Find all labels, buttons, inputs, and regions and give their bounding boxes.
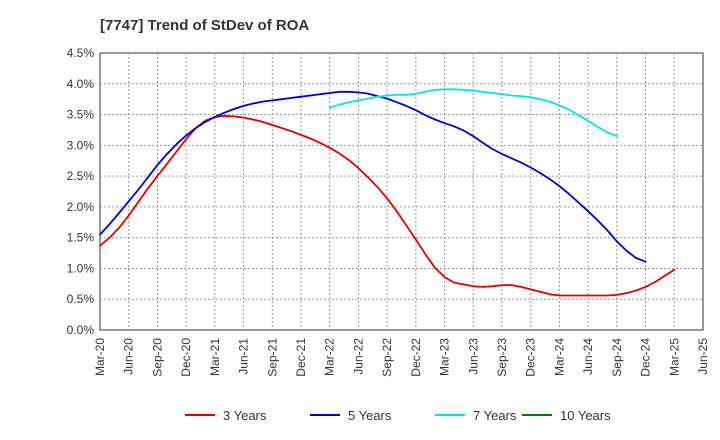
- y-tick-label: 0.5%: [67, 292, 95, 306]
- x-tick-label: Jun-24: [581, 338, 595, 375]
- chart-title: [7747] Trend of StDev of ROA: [100, 17, 309, 34]
- x-tick-label: Dec-21: [294, 338, 308, 377]
- x-tick-label: Jun-23: [466, 338, 480, 375]
- x-tick-label: Sep-24: [610, 338, 624, 377]
- y-tick-label: 1.5%: [67, 231, 95, 245]
- plot-frame: [99, 52, 704, 331]
- x-tick-label: Jun-25: [696, 338, 710, 375]
- x-tick-label: Mar-23: [438, 338, 452, 376]
- x-tick-label: Dec-22: [409, 338, 423, 377]
- x-tick-label: Sep-21: [265, 338, 279, 377]
- x-tick-label: Dec-24: [639, 338, 653, 377]
- x-tick-label: Jun-22: [351, 338, 365, 375]
- legend-label-3-years: 3 Years: [223, 408, 267, 423]
- series-line-7-years: [328, 88, 618, 138]
- series-line-5-years: [99, 90, 647, 263]
- x-tick-label: Mar-24: [552, 338, 566, 376]
- x-tick-label: Mar-21: [208, 338, 222, 376]
- y-tick-label: 3.0%: [67, 138, 95, 152]
- legend-label-10-years: 10 Years: [560, 408, 611, 423]
- x-tick-label: Dec-23: [524, 338, 538, 377]
- x-tick-label: Mar-25: [667, 338, 681, 376]
- y-tick-label: 2.5%: [67, 169, 95, 183]
- legend-label-7-years: 7 Years: [473, 408, 517, 423]
- y-tick-label: 4.0%: [67, 77, 95, 91]
- legend: 3 Years 5 Years 7 Years 10 Years: [185, 408, 611, 423]
- y-tick-label: 2.0%: [67, 200, 95, 214]
- x-tick-label: Sep-20: [150, 338, 164, 377]
- plot-area: 0.0% 0.5% 1.0% 1.5% 2.0% 2.5% 3.0% 3.5% 4.0% 4.5%…: [67, 46, 710, 377]
- x-tick-label: Jun-21: [237, 338, 251, 375]
- x-tick-label: Mar-22: [323, 338, 337, 376]
- x-tick-label: Sep-22: [380, 338, 394, 377]
- x-tick-label: Sep-23: [495, 338, 509, 377]
- y-tick-label: 1.0%: [67, 261, 95, 275]
- legend-label-5-years: 5 Years: [348, 408, 392, 423]
- y-tick-label: 3.5%: [67, 108, 95, 122]
- y-tick-label: 4.5%: [67, 46, 95, 60]
- x-tick-label: Dec-20: [179, 338, 193, 377]
- y-tick-label: 0.0%: [67, 323, 95, 337]
- x-tick-label: Jun-20: [122, 338, 136, 375]
- x-tick-label: Mar-20: [93, 338, 107, 376]
